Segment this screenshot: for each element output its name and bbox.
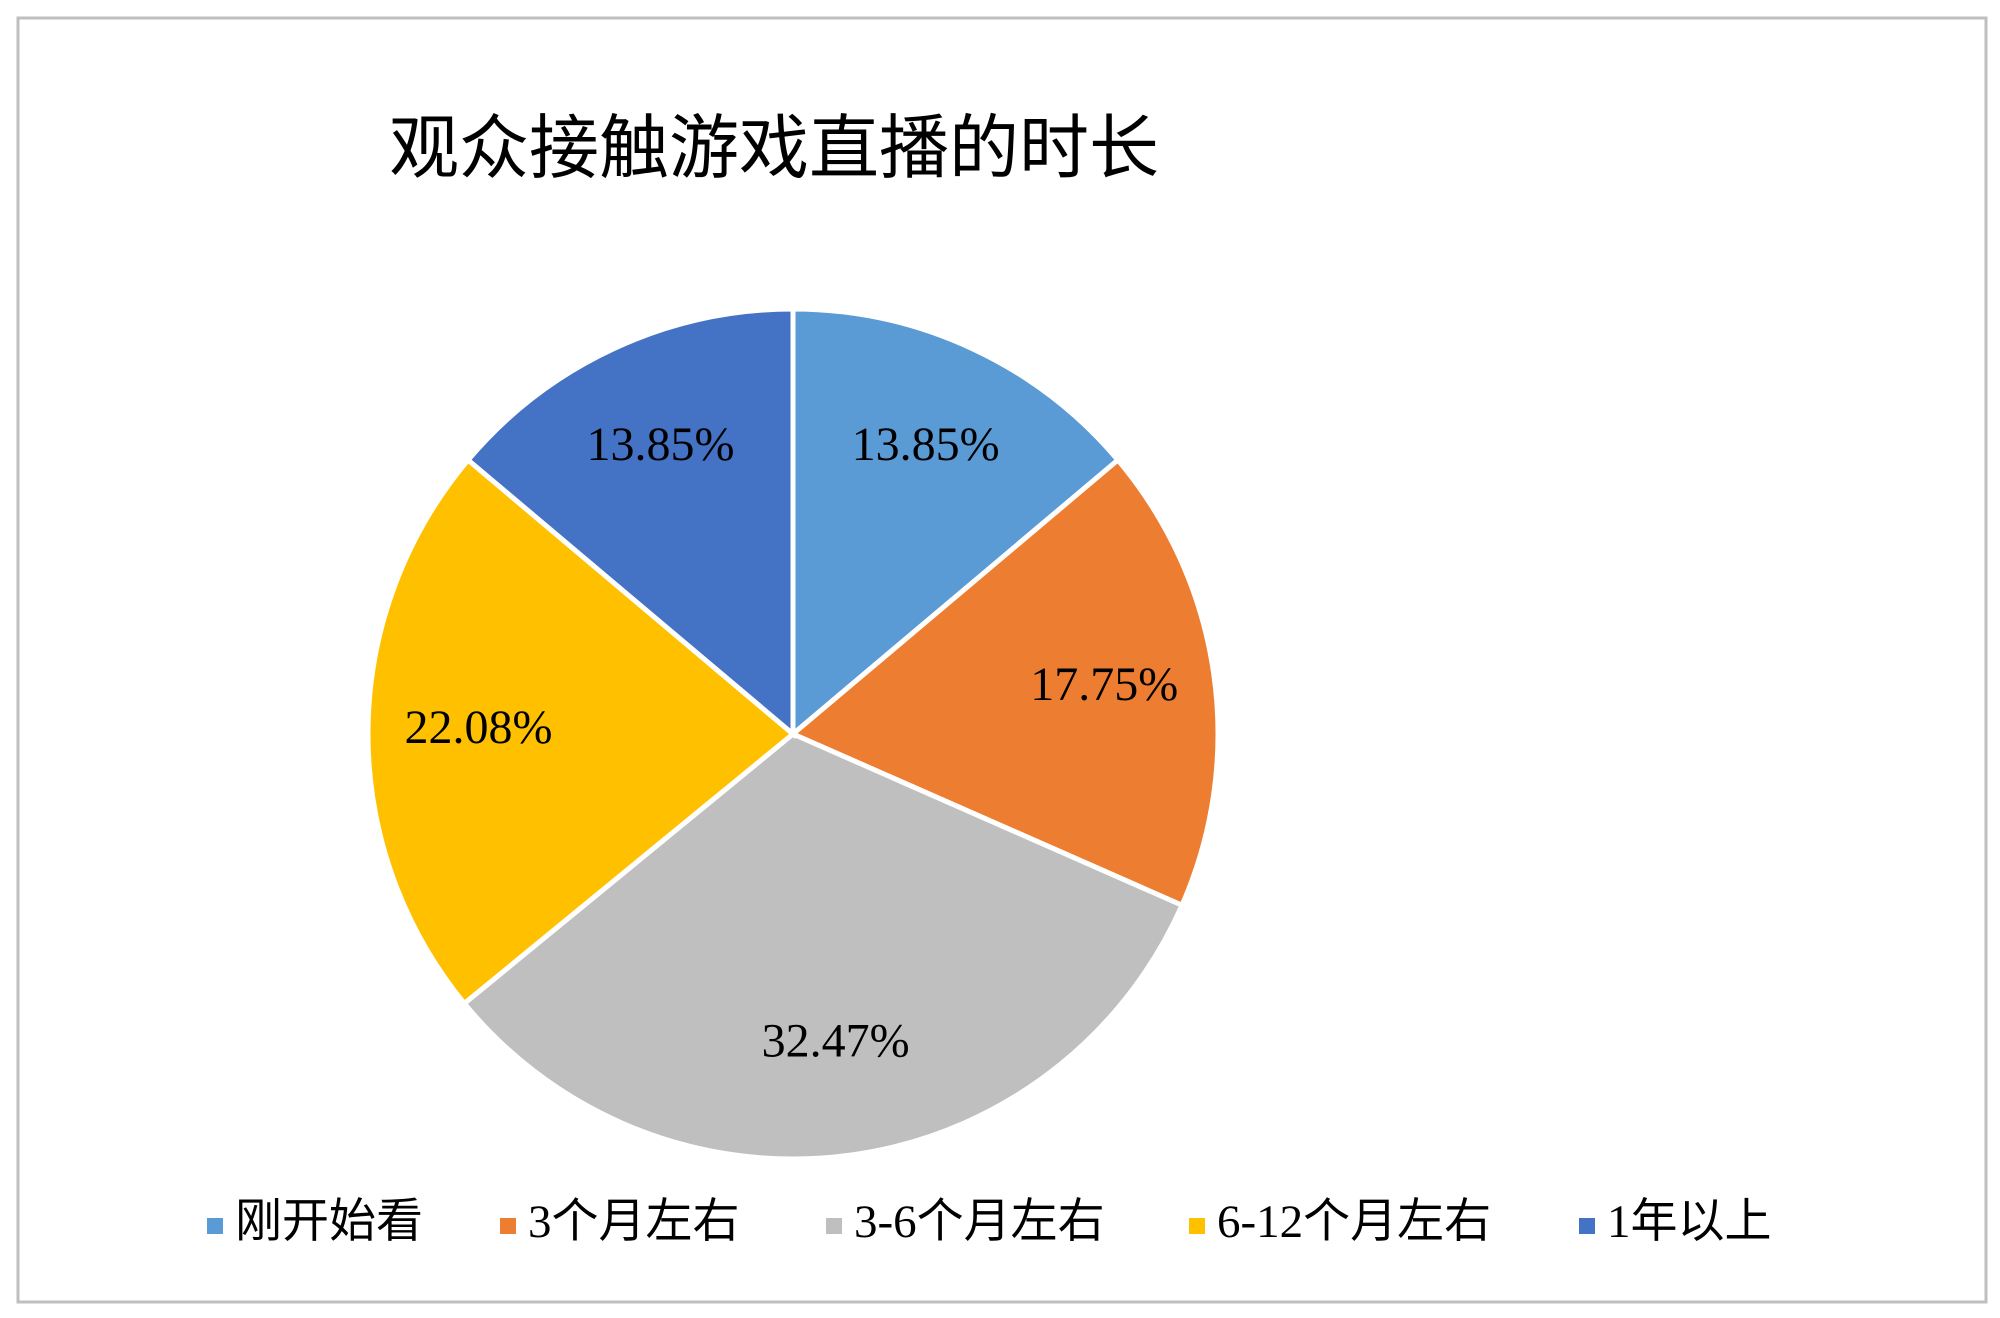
data-label: 22.08% xyxy=(405,701,553,754)
legend-marker xyxy=(1189,1218,1205,1234)
data-label: 17.75% xyxy=(1030,658,1178,711)
legend-label: 3-6个月左右 xyxy=(854,1196,1105,1248)
legend-label: 刚开始看 xyxy=(235,1196,423,1248)
data-label: 13.85% xyxy=(586,418,734,471)
data-label: 13.85% xyxy=(852,418,1000,471)
legend-marker xyxy=(826,1218,842,1234)
pie-slice xyxy=(460,731,1186,1162)
pie-slice xyxy=(790,306,1122,740)
legend-marker xyxy=(1579,1218,1595,1234)
legend-label: 3个月左右 xyxy=(528,1196,740,1248)
pie-slice xyxy=(464,306,796,740)
pie-slice xyxy=(365,456,797,1007)
pie-slice xyxy=(788,456,1221,909)
legend-label: 1年以上 xyxy=(1607,1196,1772,1248)
legend-label: 6-12个月左右 xyxy=(1217,1196,1491,1248)
chart-title: 观众接触游戏直播的时长 xyxy=(389,111,1159,188)
legend-marker xyxy=(500,1218,516,1234)
legend-marker xyxy=(207,1218,223,1234)
data-label: 32.47% xyxy=(762,1015,910,1068)
